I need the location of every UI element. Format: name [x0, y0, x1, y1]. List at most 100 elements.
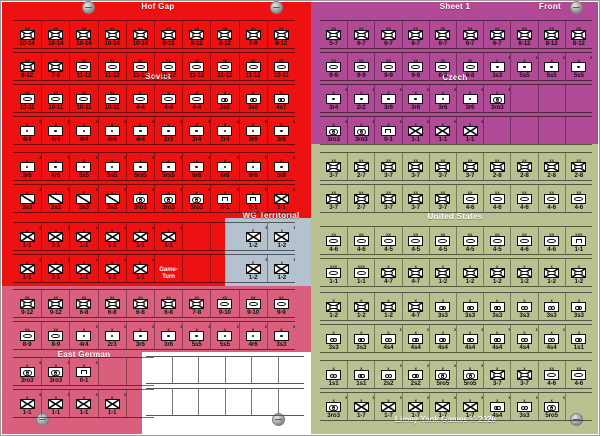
counter[interactable]: 9 XX 9-10: [238, 290, 267, 317]
counter[interactable]: 90 X 5 1-1: [41, 255, 69, 282]
counter[interactable]: 4ID XX 4-6: [537, 361, 565, 388]
counter[interactable]: 1AD XX 3-7: [401, 185, 429, 212]
blank-cell[interactable]: [146, 357, 172, 383]
counter[interactable]: 91T X 3s5: [238, 85, 267, 112]
counter[interactable]: 127 X 5 4r6: [41, 153, 69, 180]
counter[interactable]: CZ X 5 1-1: [455, 117, 483, 144]
counter[interactable]: VII ADA X 5 3ro3: [320, 393, 347, 420]
blank-cell[interactable]: [198, 357, 225, 383]
counter[interactable]: V XXX 1-1: [564, 227, 592, 254]
counter[interactable]: 10T X 3s5: [210, 85, 238, 112]
counter-slot-empty[interactable]: [510, 85, 537, 112]
counter[interactable]: CGF X 5 0-1: [210, 185, 239, 212]
counter[interactable]: 4CZA X 5 3r6: [455, 85, 483, 112]
counter[interactable]: 111 XX 11-12: [182, 53, 210, 80]
counter[interactable]: EG X 5 1-1: [41, 390, 69, 417]
counter[interactable]: 41FA X 3s3: [483, 293, 510, 320]
counter[interactable]: 11 X 4-4: [182, 85, 210, 112]
counter[interactable]: 25FA X 5 3s3: [510, 393, 538, 420]
counter[interactable]: 2AD XX 4-6: [510, 185, 537, 212]
counter-slot-empty[interactable]: [182, 255, 210, 282]
counter[interactable]: 90 X 5 1-1: [69, 223, 98, 250]
counter[interactable]: V ADA X 5 5ro5: [537, 393, 565, 420]
counter[interactable]: 8ID X 5 1-7: [401, 393, 429, 420]
counter[interactable]: 11ACR X 4-7: [374, 259, 401, 286]
blank-cell[interactable]: [146, 389, 172, 415]
counter[interactable]: 69ADA X 5 2s2: [374, 361, 402, 388]
counter[interactable]: 100 XX 8-12: [210, 21, 238, 48]
blank-cell[interactable]: [277, 389, 305, 415]
counter[interactable]: 1ID X 5 1-7: [347, 393, 374, 420]
counter[interactable]: 1CZA X 5 3ro3: [320, 117, 347, 144]
counter[interactable]: 1MD X 5 3r6: [125, 322, 154, 349]
counter[interactable]: 8ID XX 2-7: [347, 153, 374, 180]
counter[interactable]: 4ID X 5 1-7: [455, 393, 483, 420]
counter[interactable]: 3CR X 1-2: [428, 259, 456, 286]
counter[interactable]: 2CR X 1-2: [347, 293, 374, 320]
counter[interactable]: 81 X 5 6r8: [238, 153, 267, 180]
counter[interactable]: 109 X 4-4: [125, 85, 154, 112]
counter[interactable]: 75FA X 5 4s4: [510, 325, 538, 352]
counter[interactable]: 4 XX 7-8: [182, 290, 210, 317]
counter[interactable]: 2AD XX 4-5: [374, 227, 401, 254]
counter[interactable]: 5ID XX 2-8: [483, 153, 510, 180]
counter[interactable]: NVA X 5 0-1: [69, 358, 98, 385]
counter[interactable]: 117 XX 10-14: [125, 21, 154, 48]
counter[interactable]: 3AD XX 3-7: [320, 153, 347, 180]
counter[interactable]: 4CZA X 5 3ro3: [347, 117, 374, 144]
counter[interactable]: 1CZA X 5 3r6: [428, 85, 456, 112]
counter[interactable]: 108ADA X 5 2s2: [401, 361, 429, 388]
counter[interactable]: 8MD X 5 3s3: [266, 322, 295, 349]
counter[interactable]: 75FA X 3s3: [537, 293, 565, 320]
counter[interactable]: 13A X 5 3ro3: [153, 185, 182, 212]
counter[interactable]: 1AD XX 4-6: [564, 185, 592, 212]
counter[interactable]: 75FA X 5 4s4: [483, 393, 510, 420]
blank-cell[interactable]: [251, 389, 278, 415]
counter[interactable]: 100 X 5 3s3: [41, 185, 69, 212]
counter[interactable]: 5CR X 1-2: [374, 293, 401, 320]
counter[interactable]: 20 X 5 5s5: [564, 53, 592, 80]
counter[interactable]: 3MD X 5 4r4: [69, 322, 98, 349]
counter[interactable]: 100 XX 11-12: [153, 53, 182, 80]
counter[interactable]: 106 XX 10-14: [41, 21, 69, 48]
counter[interactable]: 127 X 5 3s3: [97, 185, 126, 212]
counter[interactable]: 117 XX 9-13: [153, 21, 182, 48]
counter[interactable]: 90 X 5 1-1: [13, 223, 41, 250]
counter[interactable]: 90 X 5 1-1: [125, 255, 154, 282]
counter[interactable]: 3AD XX 3-7: [320, 185, 347, 212]
counter[interactable]: 3AD XXX 1-1: [347, 259, 374, 286]
counter[interactable]: 109 XX 11-12: [69, 53, 97, 80]
counter[interactable]: VII XXX 1-1: [320, 259, 347, 286]
counter[interactable]: 127 XX 10-11: [266, 53, 295, 80]
counter[interactable]: 90 X 5 1-1: [97, 223, 126, 250]
counter[interactable]: 1AD XX 4-6: [347, 227, 374, 254]
counter[interactable]: 106 XX 10-14: [97, 21, 126, 48]
counter[interactable]: CGF X 5 5s5: [97, 153, 126, 180]
counter[interactable]: 8ID XX 2-7: [347, 185, 374, 212]
counter[interactable]: 1CZA X 5 3ro3: [483, 85, 510, 112]
counter[interactable]: 9 XX 6-7: [374, 21, 401, 48]
blank-cell[interactable]: [171, 357, 199, 383]
counter[interactable]: 20 X 5 6r8: [182, 153, 210, 180]
counter[interactable]: 2ID X 5 1-7: [428, 393, 456, 420]
counter[interactable]: 100 X 5 3r6: [266, 117, 295, 144]
blank-cell[interactable]: [198, 389, 225, 415]
counter[interactable]: 7 XX 9-9: [320, 53, 347, 80]
counter[interactable]: 1CZA X 5 3r6: [401, 85, 429, 112]
counter[interactable]: 21s0 X 5 5s5: [69, 153, 98, 180]
counter[interactable]: EG X 5 1-1: [13, 390, 41, 417]
counter[interactable]: 5ID XX 4-6: [564, 361, 592, 388]
counter[interactable]: 2AD XX 2-8: [510, 153, 537, 180]
counter[interactable]: 90 X 5 1-1: [153, 223, 182, 250]
counter[interactable]: 107 XX 11-12: [97, 53, 126, 80]
counter[interactable]: 1ID XX 4-6: [510, 227, 537, 254]
counter[interactable]: 4ID XX 2-8: [564, 153, 592, 180]
blank-cell[interactable]: [277, 357, 305, 383]
counter[interactable]: V CR X 1-2: [455, 259, 483, 286]
counter[interactable]: 72FA X 5 4s4: [401, 325, 429, 352]
counter[interactable]: 4ID XX 4-5: [401, 227, 429, 254]
counter-slot-empty[interactable]: [510, 117, 537, 144]
counter[interactable]: 111 XX 11-12: [210, 53, 238, 80]
counter[interactable]: 81 X 5 4r4: [97, 117, 126, 144]
counter[interactable]: 11MD X 5 5s5: [182, 322, 210, 349]
